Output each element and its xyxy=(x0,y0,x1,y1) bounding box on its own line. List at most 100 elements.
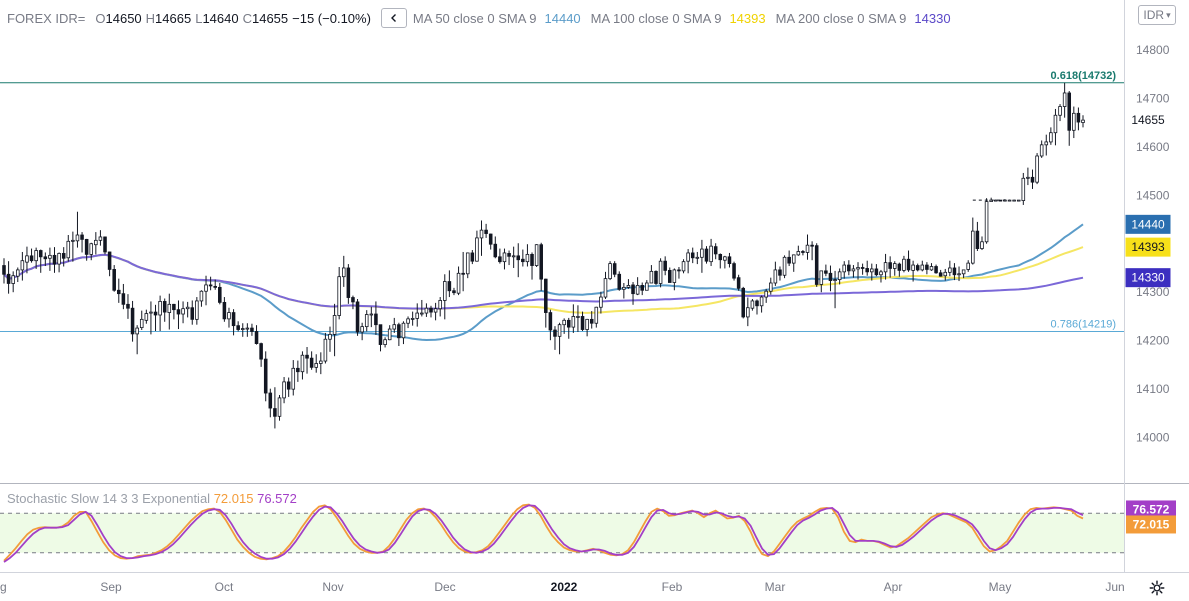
candle-down[interactable] xyxy=(29,255,34,262)
candle-up[interactable] xyxy=(1072,112,1076,131)
candle-up[interactable] xyxy=(723,256,727,261)
candle-up[interactable] xyxy=(879,271,883,276)
candle-up[interactable] xyxy=(511,255,516,258)
candle-up[interactable] xyxy=(1012,199,1016,202)
candle-up[interactable] xyxy=(319,360,323,364)
candle-up[interactable] xyxy=(649,270,654,284)
candle-down[interactable] xyxy=(860,267,865,269)
candle-up[interactable] xyxy=(585,318,589,330)
candle-down[interactable] xyxy=(516,255,521,261)
candle-up[interactable] xyxy=(557,324,562,337)
candle-up[interactable] xyxy=(415,312,420,319)
candle-up[interactable] xyxy=(277,397,282,417)
candle-up[interactable] xyxy=(851,268,856,272)
candle-up[interactable] xyxy=(686,252,690,262)
candle-up[interactable] xyxy=(11,275,15,284)
candle-up[interactable] xyxy=(1058,106,1062,116)
candle-down[interactable] xyxy=(107,251,112,270)
candle-down[interactable] xyxy=(824,270,828,274)
candle-down[interactable] xyxy=(713,246,718,255)
candle-up[interactable] xyxy=(341,267,346,278)
candle-down[interactable] xyxy=(461,272,465,275)
candle-up[interactable] xyxy=(48,254,52,259)
candle-down[interactable] xyxy=(539,244,543,280)
candle-up[interactable] xyxy=(1062,92,1067,107)
candle-down[interactable] xyxy=(208,284,213,287)
candle-down[interactable] xyxy=(263,358,268,394)
candle-down[interactable] xyxy=(273,408,277,417)
collapse-legend-button[interactable] xyxy=(380,8,407,28)
candle-down[interactable] xyxy=(544,278,548,313)
candle-up[interactable] xyxy=(369,313,374,316)
candle-down[interactable] xyxy=(828,272,833,281)
candle-up[interactable] xyxy=(709,245,713,263)
candle-up[interactable] xyxy=(328,333,332,340)
candle-up[interactable] xyxy=(819,270,824,285)
candle-up[interactable] xyxy=(856,267,860,270)
candle-down[interactable] xyxy=(268,392,273,409)
candle-down[interactable] xyxy=(938,272,943,277)
candle-up[interactable] xyxy=(626,285,631,288)
candle-down[interactable] xyxy=(213,285,217,288)
candle-down[interactable] xyxy=(190,307,195,320)
candle-down[interactable] xyxy=(84,238,89,255)
candle-down[interactable] xyxy=(1030,176,1035,183)
candle-down[interactable] xyxy=(218,286,222,303)
candle-up[interactable] xyxy=(658,260,663,284)
candle-up[interactable] xyxy=(401,322,406,339)
candle-up[interactable] xyxy=(1016,199,1021,202)
candle-down[interactable] xyxy=(847,264,851,272)
candle-up[interactable] xyxy=(314,363,318,368)
candle-up[interactable] xyxy=(15,269,20,277)
candle-up[interactable] xyxy=(980,241,984,249)
candle-down[interactable] xyxy=(814,245,819,285)
candle-up[interactable] xyxy=(20,260,25,271)
candle-down[interactable] xyxy=(52,254,57,265)
gear-icon[interactable] xyxy=(1147,579,1167,597)
candle-up[interactable] xyxy=(360,326,364,333)
candle-up[interactable] xyxy=(291,367,296,390)
candle-down[interactable] xyxy=(305,354,309,359)
candle-up[interactable] xyxy=(71,239,75,242)
candle-up[interactable] xyxy=(25,255,29,263)
candle-up[interactable] xyxy=(1007,199,1012,202)
candle-up[interactable] xyxy=(94,239,98,246)
candle-up[interactable] xyxy=(645,282,649,291)
candle-up[interactable] xyxy=(966,262,970,270)
candle-up[interactable] xyxy=(75,234,80,242)
candle-up[interactable] xyxy=(424,307,429,314)
candle-down[interactable] xyxy=(1076,112,1081,123)
candle-down[interactable] xyxy=(43,256,48,260)
candle-up[interactable] xyxy=(1081,119,1085,123)
candle-up[interactable] xyxy=(759,296,764,307)
candle-down[interactable] xyxy=(254,331,259,344)
candle-up[interactable] xyxy=(383,339,387,345)
candle-down[interactable] xyxy=(112,269,116,291)
candle-down[interactable] xyxy=(718,253,723,261)
candle-up[interactable] xyxy=(406,318,410,324)
candle-up[interactable] xyxy=(479,229,484,239)
candle-up[interactable] xyxy=(571,316,576,328)
candle-down[interactable] xyxy=(631,284,635,295)
candle-up[interactable] xyxy=(1035,155,1039,183)
candle-up[interactable] xyxy=(635,285,640,295)
candle-up[interactable] xyxy=(562,319,566,326)
candle-up[interactable] xyxy=(764,290,768,298)
candle-up[interactable] xyxy=(534,244,539,266)
candle-down[interactable] xyxy=(130,307,135,335)
candle-up[interactable] xyxy=(337,276,341,316)
candle-up[interactable] xyxy=(576,316,580,318)
candle-down[interactable] xyxy=(704,248,709,262)
candle-down[interactable] xyxy=(397,324,401,339)
candle-down[interactable] xyxy=(488,233,493,245)
candle-down[interactable] xyxy=(810,244,814,247)
candle-up[interactable] xyxy=(392,324,397,330)
candle-up[interactable] xyxy=(796,251,801,256)
candle-up[interactable] xyxy=(282,381,286,399)
candle-down[interactable] xyxy=(162,301,167,313)
currency-button[interactable]: IDR ▾ xyxy=(1138,5,1176,25)
candle-up[interactable] xyxy=(185,306,190,310)
candle-up[interactable] xyxy=(672,269,677,283)
candle-down[interactable] xyxy=(429,307,433,313)
